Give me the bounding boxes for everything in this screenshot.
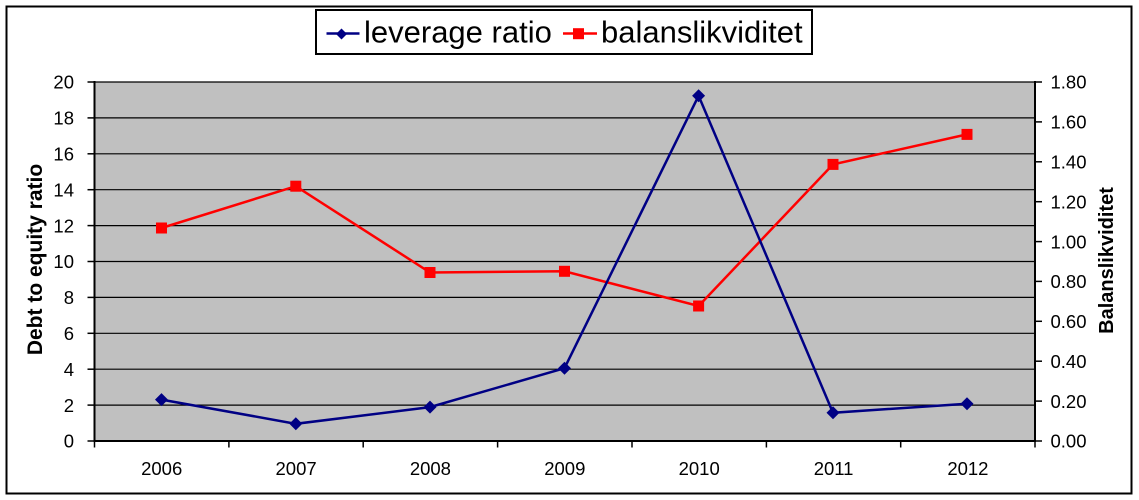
svg-text:1.40: 1.40 [1051,152,1087,173]
svg-text:balanslikviditet: balanslikviditet [601,15,803,50]
svg-text:0.40: 0.40 [1051,351,1087,372]
svg-text:1.80: 1.80 [1051,72,1087,93]
svg-text:10: 10 [53,251,74,272]
svg-text:0: 0 [64,431,74,452]
svg-text:2008: 2008 [410,458,451,479]
svg-text:12: 12 [53,215,74,236]
svg-text:14: 14 [53,179,74,200]
svg-text:1.20: 1.20 [1051,191,1087,212]
svg-text:0.80: 0.80 [1051,271,1087,292]
svg-text:6: 6 [64,323,74,344]
svg-text:2006: 2006 [141,458,182,479]
svg-text:18: 18 [53,108,74,129]
svg-text:leverage ratio: leverage ratio [364,15,552,50]
svg-text:1.00: 1.00 [1051,231,1087,252]
svg-text:0.60: 0.60 [1051,311,1087,332]
svg-text:16: 16 [53,144,74,165]
svg-text:2010: 2010 [679,458,720,479]
svg-text:1.60: 1.60 [1051,112,1087,133]
svg-text:20: 20 [53,72,74,93]
svg-text:Debt to equity ratio: Debt to equity ratio [24,164,47,355]
svg-text:2009: 2009 [544,458,585,479]
svg-text:0.20: 0.20 [1051,391,1087,412]
svg-text:2012: 2012 [947,458,988,479]
svg-text:0.00: 0.00 [1051,431,1087,452]
svg-text:Balanslikviditet: Balanslikviditet [1096,187,1118,334]
svg-text:2007: 2007 [276,458,317,479]
svg-text:8: 8 [64,287,74,308]
svg-text:2: 2 [64,395,74,416]
svg-text:2011: 2011 [814,458,854,479]
svg-text:4: 4 [64,359,74,380]
